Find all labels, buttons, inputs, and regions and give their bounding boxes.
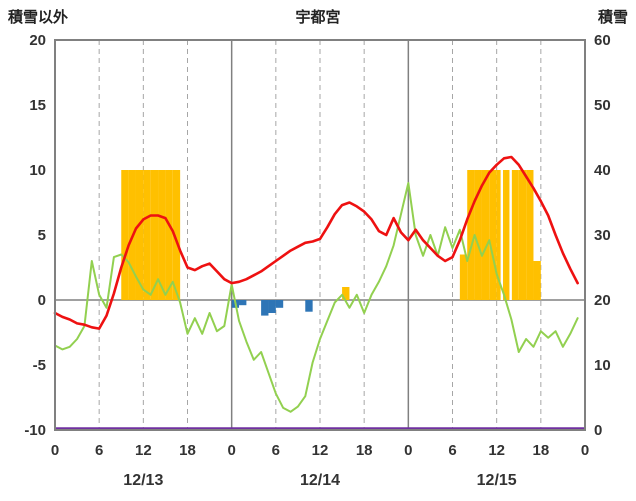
svg-text:12/14: 12/14 [300, 472, 340, 489]
svg-text:20: 20 [29, 32, 46, 49]
svg-text:10: 10 [29, 162, 46, 179]
right-axis-title: 積雪 [597, 9, 628, 26]
chart-header: 積雪以外 宇都宮 積雪 [0, 6, 636, 30]
svg-text:0: 0 [594, 422, 602, 439]
svg-text:15: 15 [29, 97, 46, 114]
svg-text:0: 0 [581, 442, 589, 459]
svg-text:10: 10 [594, 357, 611, 374]
svg-text:18: 18 [356, 442, 373, 459]
svg-text:0: 0 [51, 442, 59, 459]
svg-text:50: 50 [594, 97, 611, 114]
svg-text:5: 5 [38, 227, 46, 244]
left-axis-title: 積雪以外 [8, 9, 69, 26]
svg-text:12/15: 12/15 [477, 472, 517, 489]
svg-text:30: 30 [594, 227, 611, 244]
svg-text:6: 6 [95, 442, 103, 459]
svg-text:20: 20 [594, 292, 611, 309]
svg-text:12: 12 [135, 442, 152, 459]
svg-text:0: 0 [227, 442, 235, 459]
svg-text:-10: -10 [24, 422, 46, 439]
svg-text:12: 12 [488, 442, 505, 459]
svg-text:-5: -5 [33, 357, 46, 374]
svg-text:0: 0 [38, 292, 46, 309]
svg-text:0: 0 [404, 442, 412, 459]
svg-text:6: 6 [448, 442, 456, 459]
svg-text:18: 18 [532, 442, 549, 459]
svg-text:40: 40 [594, 162, 611, 179]
svg-text:12/13: 12/13 [123, 472, 163, 489]
chart-title: 宇都宮 [295, 9, 341, 26]
svg-text:60: 60 [594, 32, 611, 49]
svg-text:18: 18 [179, 442, 196, 459]
svg-text:6: 6 [272, 442, 280, 459]
svg-text:12: 12 [312, 442, 329, 459]
